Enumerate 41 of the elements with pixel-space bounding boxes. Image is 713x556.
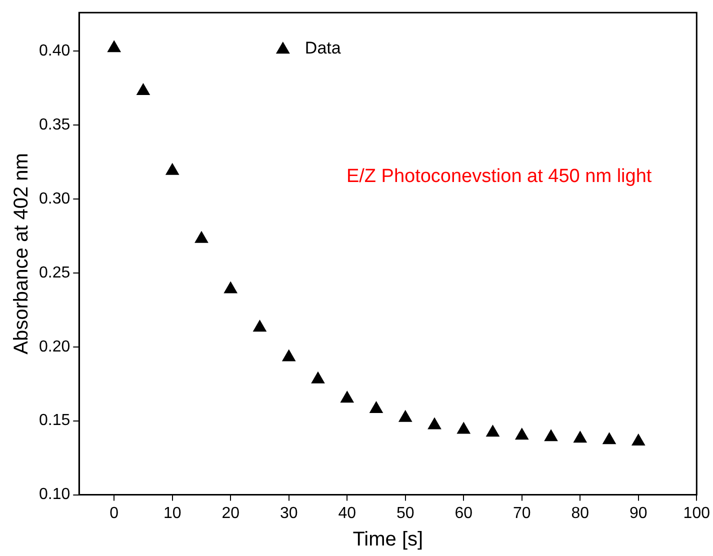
x-tick-label: 70 bbox=[512, 504, 531, 522]
x-tick-label: 20 bbox=[222, 504, 240, 522]
y-tick-label: 0.15 bbox=[39, 412, 70, 430]
point bbox=[574, 431, 587, 443]
point bbox=[457, 422, 470, 434]
annotation: E/Z Photoconevstion at 450 nm light bbox=[346, 166, 652, 187]
x-tick-label: 50 bbox=[396, 504, 414, 522]
x-tick-label: 40 bbox=[338, 504, 356, 522]
point bbox=[632, 434, 645, 446]
y-tick-label: 0.30 bbox=[39, 190, 70, 208]
x-tick-label: 10 bbox=[163, 504, 182, 522]
y-tick-label: 0.20 bbox=[39, 338, 70, 356]
x-tick-label: 80 bbox=[571, 504, 590, 522]
point bbox=[602, 432, 616, 444]
point bbox=[253, 320, 266, 332]
point bbox=[515, 428, 528, 440]
point bbox=[544, 430, 558, 442]
x-tick-label: 0 bbox=[110, 504, 119, 522]
y-tick-label: 0.40 bbox=[39, 42, 70, 60]
y-tick-label: 0.10 bbox=[39, 486, 70, 504]
point bbox=[340, 391, 354, 403]
point bbox=[166, 163, 179, 175]
x-tick-label: 60 bbox=[454, 504, 473, 522]
y-tick-label: 0.35 bbox=[39, 116, 70, 134]
point bbox=[194, 231, 208, 243]
point bbox=[108, 40, 121, 52]
point bbox=[311, 372, 325, 384]
x-tick-label: 90 bbox=[630, 504, 648, 522]
point bbox=[282, 350, 296, 362]
x-tick-label: 30 bbox=[280, 504, 298, 522]
y-axis-title: Absorbance at 402 nm bbox=[10, 153, 33, 354]
point bbox=[224, 282, 238, 294]
y-tick-label: 0.25 bbox=[39, 264, 70, 282]
point bbox=[486, 425, 500, 437]
x-tick-label: 100 bbox=[683, 504, 710, 522]
legend-label: Data bbox=[304, 38, 342, 58]
point bbox=[398, 410, 412, 422]
x-axis-title: Time [s] bbox=[352, 528, 424, 551]
point bbox=[136, 83, 150, 95]
point bbox=[370, 402, 383, 414]
point bbox=[428, 418, 442, 430]
